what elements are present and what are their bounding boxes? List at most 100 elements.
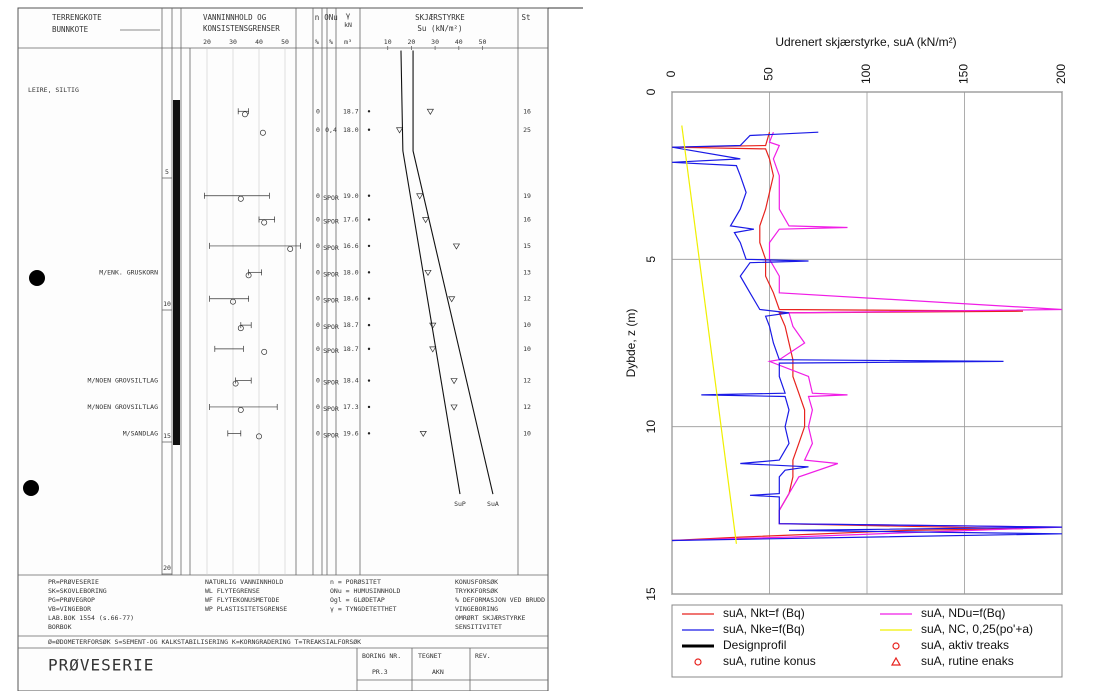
humus: SPOR xyxy=(323,297,339,305)
legend-label: Designprofil xyxy=(723,638,786,652)
humus: SPOR xyxy=(323,347,339,355)
density: 18.7 xyxy=(343,345,359,353)
header-text: kN xyxy=(344,21,352,29)
row-dot xyxy=(368,271,370,273)
row-dot xyxy=(368,348,370,350)
header-text: γ xyxy=(346,11,351,20)
water-tick-label: 50 xyxy=(281,38,289,46)
sensitivity: 19 xyxy=(523,192,531,200)
porosity: 0 xyxy=(316,295,320,303)
porosity: 0 xyxy=(316,377,320,385)
legend-label: suA, Nkt=f (Bq) xyxy=(723,606,805,620)
strength-tick-label: 20 xyxy=(407,38,415,46)
log-legend-item: WP PLASTISITETSGRENSE xyxy=(205,605,287,613)
water-tick-label: 30 xyxy=(229,38,237,46)
row-dot xyxy=(368,379,370,381)
log-legend-item: % DEFORMASJON VED BRUDD xyxy=(455,596,545,604)
soil-strip xyxy=(173,100,180,445)
porosity: 0 xyxy=(316,321,320,329)
header-text: % xyxy=(329,38,333,46)
density: 18.4 xyxy=(343,377,359,385)
density: 19.6 xyxy=(343,429,359,437)
density: 19.0 xyxy=(343,192,359,200)
log-legend-item: NATURLIG VANNINNHOLD xyxy=(205,578,283,586)
humus: SPOR xyxy=(323,270,339,278)
log-legend-item: KONUSFORSØK xyxy=(455,578,498,586)
sensitivity: 10 xyxy=(523,321,531,329)
row-dot xyxy=(368,298,370,300)
row-dot xyxy=(368,245,370,247)
soil-label: M/SANDLAG xyxy=(123,429,158,437)
humus: SPOR xyxy=(323,431,339,439)
log-legend-item: LAB.BOK 1554 (s.66-77) xyxy=(48,614,134,622)
x-tick-label: 0 xyxy=(664,70,678,77)
x-tick-label: 150 xyxy=(957,64,971,84)
strength-tick-label: 10 xyxy=(384,38,392,46)
strength-tick-label: 40 xyxy=(455,38,463,46)
humus: SPOR xyxy=(323,218,339,226)
density: 18.7 xyxy=(343,107,359,115)
row-dot xyxy=(368,432,370,434)
header-text: Su (kN/m²) xyxy=(417,24,462,33)
y-tick-label: 5 xyxy=(644,256,658,263)
density: 17.6 xyxy=(343,216,359,224)
header-text: BUNNKOTE xyxy=(52,25,89,34)
humus: SPOR xyxy=(323,194,339,202)
sensitivity: 10 xyxy=(523,345,531,353)
log-legend-item: ONu = HUMUSINNHOLD xyxy=(330,587,401,595)
density: 18.7 xyxy=(343,321,359,329)
log-legend-item: SENSITIVITET xyxy=(455,623,502,631)
log-legend-item: γ = TYNGDETETTHET xyxy=(330,605,397,613)
row-dot xyxy=(368,406,370,408)
row-dot xyxy=(368,218,370,220)
legend-label: suA, NDu=f(Bq) xyxy=(921,606,1005,620)
log-legend-item: WF FLYTEKONUSMETODE xyxy=(205,596,279,604)
legend-footer: Ø=ØDOMETERFORSØK S=SEMENT-OG KALKSTABILI… xyxy=(48,638,361,646)
strength-tick-label: 30 xyxy=(431,38,439,46)
humus: 0,4 xyxy=(325,126,337,134)
header-text: n xyxy=(315,13,320,22)
log-legend-item: Ogl = GLØDETAP xyxy=(330,596,385,604)
porosity: 0 xyxy=(316,403,320,411)
title-block-label: TEGNET xyxy=(418,652,442,660)
strength-tick-label: 50 xyxy=(479,38,487,46)
strength-chart: Udrenert skjærstyrke, suA (kN/m²) Dybde,… xyxy=(624,35,1068,677)
legend-label: suA, rutine enaks xyxy=(921,654,1014,668)
sensitivity: 12 xyxy=(523,377,531,385)
log-legend-item: OMRØRT SKJÆRSTYRKE xyxy=(455,614,526,622)
water-tick-label: 20 xyxy=(203,38,211,46)
porosity: 0 xyxy=(316,192,320,200)
row-dot xyxy=(368,324,370,326)
header-text: KONSISTENSGRENSER xyxy=(203,24,280,33)
header-text: St xyxy=(521,13,530,22)
humus: SPOR xyxy=(323,244,339,252)
header-text: % xyxy=(315,38,319,46)
porosity: 0 xyxy=(316,345,320,353)
row-dot xyxy=(368,195,370,197)
design-line-label: SuA xyxy=(487,500,499,508)
log-legend-item: TRYKKFORSØK xyxy=(455,587,498,595)
porosity: 0 xyxy=(316,126,320,134)
sensitivity: 12 xyxy=(523,403,531,411)
porosity: 0 xyxy=(316,242,320,250)
soil-label: LEIRE, SILTIG xyxy=(28,86,79,94)
density: 18.6 xyxy=(343,295,359,303)
log-legend-item: PR=PRØVESERIE xyxy=(48,578,99,586)
y-tick-label: 10 xyxy=(644,420,658,434)
x-tick-label: 100 xyxy=(859,64,873,84)
y-tick-label: 0 xyxy=(644,88,658,95)
header-text: TERRENGKOTE xyxy=(52,13,102,22)
design-line-label: SuP xyxy=(454,500,466,508)
sensitivity: 10 xyxy=(523,429,531,437)
depth-label: 10 xyxy=(163,300,171,308)
sensitivity: 12 xyxy=(523,295,531,303)
header-text: VANNINNHOLD OG xyxy=(203,13,267,22)
log-legend-item: SK=SKOVLEBORING xyxy=(48,587,107,595)
density: 16.6 xyxy=(343,242,359,250)
y-axis-label: Dybde, z (m) xyxy=(624,309,638,378)
porosity: 0 xyxy=(316,216,320,224)
depth-label: 5 xyxy=(165,168,169,176)
title-block-label: BORING NR. xyxy=(362,652,401,660)
humus: SPOR xyxy=(323,379,339,387)
density: 18.0 xyxy=(343,268,359,276)
